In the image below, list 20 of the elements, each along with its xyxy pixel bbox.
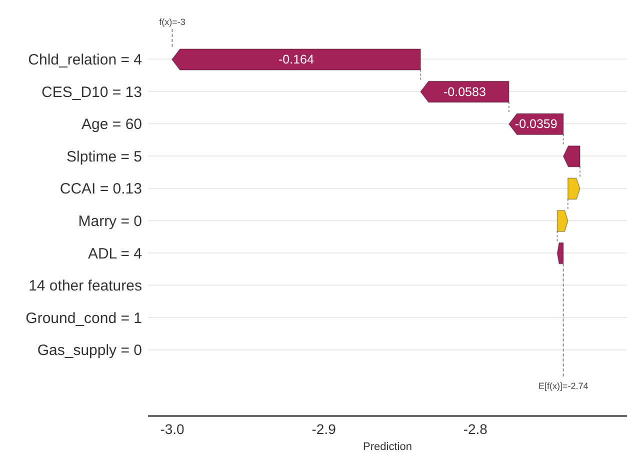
y-tick-label: CCAI = 0.13 [60, 180, 142, 198]
y-tick-label: Chld_relation = 4 [28, 51, 142, 68]
y-tick-label: 14 other features [28, 278, 142, 295]
data-label: -0.164 [278, 52, 314, 66]
x-tick-label: -3.0 [160, 420, 185, 437]
y-tick-label: ADL = 4 [88, 245, 142, 262]
x-axis-title: Prediction [363, 441, 412, 452]
x-tick-label: -2.8 [463, 420, 488, 437]
y-tick-label: Age = 60 [82, 116, 142, 134]
ref-line-label: f(x)=-3 [159, 17, 186, 27]
y-tick-label: Marry = 0 [78, 212, 142, 230]
y-tick-label: Slptime = 5 [66, 148, 142, 166]
y-tick-label: CES_D10 = 13 [42, 84, 142, 101]
data-label: -0.0359 [514, 117, 558, 132]
ref-line-label: E[f(x)]=-2.74 [538, 381, 588, 391]
data-label: -0.0583 [444, 84, 486, 99]
y-tick-label: Gas_supply = 0 [37, 342, 142, 360]
y-tick-label: Ground_cond = 1 [26, 310, 142, 327]
x-tick-label: -2.9 [312, 420, 336, 437]
bar [172, 48, 421, 70]
